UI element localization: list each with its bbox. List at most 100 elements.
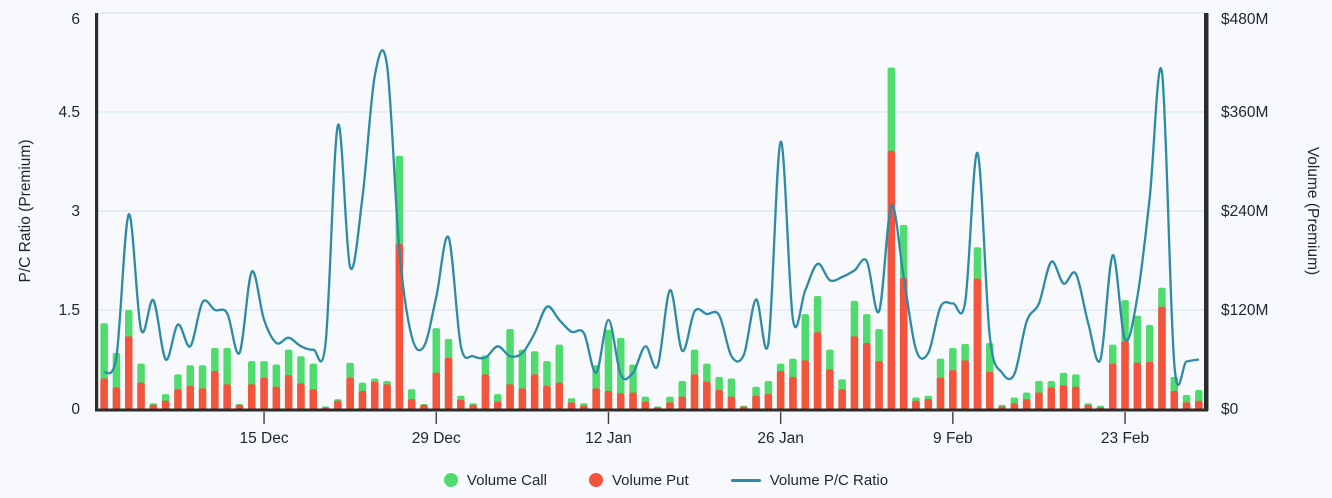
bar-put[interactable]	[961, 360, 969, 410]
bar-put[interactable]	[506, 384, 514, 410]
bar-put[interactable]	[432, 372, 441, 410]
bar-put[interactable]	[457, 399, 465, 410]
y-right-tick-label: $120M	[1221, 302, 1268, 319]
bar-put[interactable]	[1109, 363, 1117, 410]
bar-put[interactable]	[248, 384, 256, 410]
bar-put[interactable]	[309, 389, 318, 410]
bar-put[interactable]	[530, 374, 539, 410]
bar-put[interactable]	[986, 371, 994, 410]
bar-put[interactable]	[1145, 361, 1154, 410]
call-dot-icon	[443, 473, 458, 487]
bar-put[interactable]	[211, 371, 219, 410]
bar-put[interactable]	[801, 360, 810, 410]
bar-put[interactable]	[973, 278, 982, 410]
bar-put[interactable]	[752, 395, 760, 410]
legend-item-volume-call[interactable]: Volume Call	[443, 471, 547, 489]
bar-put[interactable]	[444, 357, 453, 410]
bar-put[interactable]	[125, 336, 133, 410]
bar-call[interactable]	[604, 329, 613, 410]
bar-put[interactable]	[567, 402, 576, 410]
bar-put[interactable]	[850, 336, 859, 410]
bar-put[interactable]	[1059, 385, 1068, 410]
legend-label-call: Volume Call	[466, 471, 547, 489]
bar-put[interactable]	[1035, 392, 1043, 411]
x-tick-label: 12 Jan	[585, 430, 632, 447]
bar-put[interactable]	[949, 370, 957, 410]
bar-put[interactable]	[617, 393, 625, 410]
bar-put[interactable]	[604, 390, 613, 410]
bar-put[interactable]	[678, 396, 687, 410]
bar-put[interactable]	[764, 394, 773, 410]
pc-ratio-volume-chart[interactable]: 15 Dec 29 Dec 12 Jan 26 Jan 9 Feb 23 Feb 0 1.5 3…	[0, 0, 1332, 462]
x-tick-label: 15 Dec	[239, 430, 288, 447]
bar-put[interactable]	[518, 388, 527, 410]
bar-put[interactable]	[1133, 362, 1142, 410]
bar-put[interactable]	[1072, 386, 1080, 410]
bar-put[interactable]	[555, 382, 564, 410]
bar-put[interactable]	[1022, 399, 1031, 410]
x-tick-label: 23 Feb	[1101, 430, 1149, 447]
bar-put[interactable]	[875, 361, 883, 410]
bar-put[interactable]	[1182, 402, 1191, 410]
bar-put[interactable]	[592, 388, 600, 410]
bar-put[interactable]	[174, 389, 182, 410]
bar-put[interactable]	[1121, 341, 1129, 410]
bar-put[interactable]	[899, 277, 908, 410]
bar-put[interactable]	[1170, 390, 1179, 410]
bar-put[interactable]	[776, 371, 785, 410]
bar-put[interactable]	[334, 400, 342, 410]
chart-canvas[interactable]: 15 Dec 29 Dec 12 Jan 26 Jan 9 Feb 23 Feb 0 1.5 3…	[0, 0, 1332, 462]
bar-put[interactable]	[543, 385, 551, 410]
bar-put[interactable]	[161, 400, 170, 410]
bar-put[interactable]	[358, 390, 367, 410]
bar-put[interactable]	[198, 388, 207, 410]
bar-put[interactable]	[1010, 403, 1019, 410]
bar-put[interactable]	[641, 401, 650, 410]
bar-put[interactable]	[1047, 387, 1056, 410]
bar-put[interactable]	[1195, 400, 1203, 410]
y-axis-left-title: P/C Ratio (Premium)	[17, 140, 34, 283]
legend-item-volume-pc-ratio[interactable]: Volume P/C Ratio	[730, 471, 889, 489]
legend-item-volume-put[interactable]: Volume Put	[588, 472, 689, 489]
bar-put[interactable]	[1158, 306, 1166, 410]
bar-put[interactable]	[481, 374, 490, 410]
y-right-tick-label: $360M	[1221, 104, 1268, 121]
bar-put[interactable]	[789, 376, 797, 410]
bar-put[interactable]	[912, 400, 920, 410]
bar-put[interactable]	[272, 386, 281, 410]
bar-put[interactable]	[666, 402, 674, 410]
bar-put[interactable]	[629, 392, 637, 411]
bar-put[interactable]	[494, 401, 502, 410]
bar-put[interactable]	[383, 384, 391, 410]
bar-put[interactable]	[371, 381, 379, 410]
bar-put[interactable]	[284, 375, 293, 410]
bar-put[interactable]	[715, 390, 723, 410]
bar-put[interactable]	[407, 399, 416, 410]
legend: Volume Call Volume Put Volume P/C Ratio	[0, 464, 1332, 496]
bar-put[interactable]	[727, 396, 736, 410]
bar-put[interactable]	[137, 382, 145, 410]
bar-put[interactable]	[826, 369, 834, 410]
bar-put[interactable]	[838, 389, 846, 410]
bar-put[interactable]	[186, 385, 195, 410]
bar-put[interactable]	[112, 387, 121, 410]
bar-put[interactable]	[703, 381, 711, 410]
bar-put[interactable]	[813, 332, 822, 410]
put-dot-icon	[588, 473, 603, 487]
bar-put[interactable]	[223, 384, 231, 410]
y-right-tick-label: $480M	[1221, 11, 1268, 28]
y-left-tick-label: 0	[71, 401, 80, 418]
bar-put[interactable]	[924, 399, 933, 410]
legend-label-ratio: Volume P/C Ratio	[769, 471, 889, 489]
bar-put[interactable]	[260, 377, 268, 410]
y-left-tick-label: 4.5	[58, 104, 80, 121]
bar-put[interactable]	[100, 378, 108, 410]
bar-put[interactable]	[936, 377, 945, 410]
bar-put[interactable]	[863, 343, 871, 410]
bar-put[interactable]	[395, 244, 404, 410]
bar-put[interactable]	[297, 383, 305, 410]
x-axis-line	[95, 408, 1208, 412]
bar-put[interactable]	[887, 150, 896, 410]
bar-put[interactable]	[690, 374, 699, 410]
bar-put[interactable]	[346, 377, 354, 410]
